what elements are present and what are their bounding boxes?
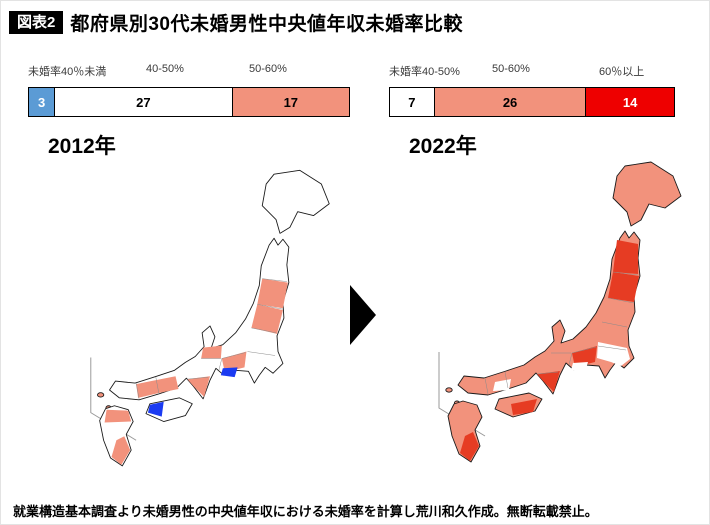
chart-2012: 未婚率40％未満 40-50% 50-60% 3 27 17 2012年 <box>28 63 350 160</box>
honshu-region <box>457 230 641 396</box>
legend-label: 未婚率40-50% <box>389 66 460 78</box>
header: 図表2 都府県別30代未婚男性中央値年収未婚率比較 <box>9 9 463 36</box>
stacked-bar-2022: 7 26 14 <box>389 87 675 117</box>
figure-badge: 図表2 <box>9 11 64 34</box>
patch-shikoku-west <box>147 401 164 417</box>
japan-map-2012 <box>90 169 330 467</box>
arrow-icon <box>350 285 376 345</box>
bar-segment-40-50: 7 <box>390 88 434 116</box>
legend-label: 50-60% <box>249 63 287 75</box>
prefecture-patches <box>104 278 288 465</box>
bar-segment-under40: 3 <box>29 88 55 116</box>
legend-label: 50-60% <box>492 63 530 75</box>
stacked-bar-2012: 3 27 17 <box>28 87 350 117</box>
okinawa-island <box>445 387 453 393</box>
chart-2022: 未婚率40-50% 50-60% 60％以上 7 26 14 2022年 <box>389 63 675 160</box>
prefecture-patches <box>460 240 639 461</box>
legend-2022: 未婚率40-50% 50-60% 60％以上 <box>389 63 675 78</box>
legend-2012: 未婚率40％未満 40-50% 50-60% <box>28 63 350 78</box>
patch-aichi <box>220 367 238 378</box>
patch-kyushu-south <box>111 436 131 465</box>
patch-kyushu-north <box>104 409 132 423</box>
bar-segment-40-50: 27 <box>54 88 232 116</box>
prefecture-borders <box>135 278 287 399</box>
patch-hokuriku <box>201 345 222 359</box>
patch-hiroshima <box>493 379 511 391</box>
patch-chugoku <box>136 376 179 398</box>
bar-segment-50-60: 26 <box>433 88 586 116</box>
patch-kyushu-south <box>460 432 479 461</box>
patch-tohoku-north <box>613 240 638 274</box>
legend-label: 40-50% <box>146 63 184 75</box>
legend-label: 60％以上 <box>599 66 645 78</box>
hokkaido-region <box>612 161 682 227</box>
source-caption: 就業構造基本調査より未婚男性の中央値年収における未婚率を計算し荒川和久作成。無断… <box>13 504 598 519</box>
year-label-2012: 2012年 <box>48 135 116 158</box>
okinawa-island <box>97 392 105 398</box>
legend-label: 未婚率40％未満 <box>28 66 107 78</box>
prefecture-borders <box>484 271 639 395</box>
patch-aichi <box>571 362 588 372</box>
patch-tohoku-south <box>251 304 283 334</box>
hokkaido-region <box>261 169 330 234</box>
bar-segment-over60: 14 <box>585 88 674 116</box>
patch-kinki <box>537 371 560 392</box>
page-title: 都府県別30代未婚男性中央値年収未婚率比較 <box>70 14 463 35</box>
patch-kanto-south <box>597 342 630 366</box>
patch-tohoku-mid <box>257 278 288 309</box>
patch-kinki <box>187 376 211 397</box>
bar-segment-50-60: 17 <box>231 88 349 116</box>
year-label-2022: 2022年 <box>409 135 477 158</box>
japan-map-2022 <box>438 161 682 463</box>
patch-shikoku-south <box>511 399 537 415</box>
patch-tohoku-mid <box>608 272 639 302</box>
